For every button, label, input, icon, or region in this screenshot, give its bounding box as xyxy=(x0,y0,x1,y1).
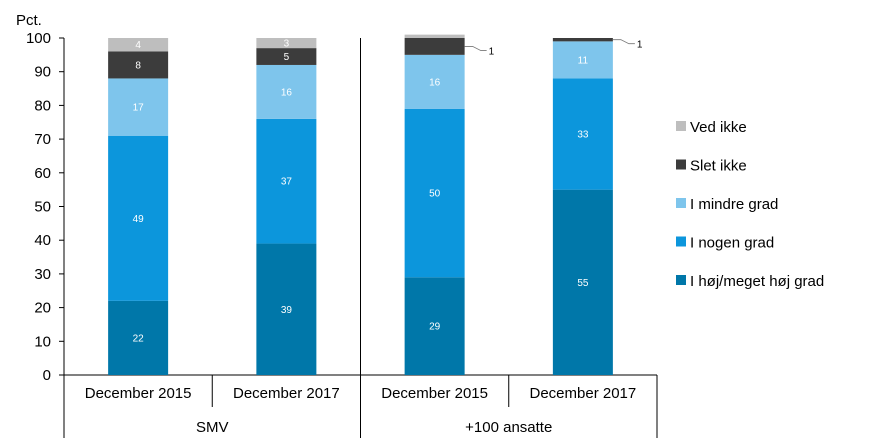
legend-item: I høj/meget høj grad xyxy=(676,273,824,290)
y-tick-label: 60 xyxy=(34,165,51,182)
data-label: 5 xyxy=(284,52,290,63)
bar-segment xyxy=(404,277,465,375)
data-label: 16 xyxy=(429,77,441,88)
legend: Ved ikke Slet ikke I mindre grad I nogen gr… xyxy=(676,119,824,290)
legend-swatch xyxy=(676,121,686,131)
legend-item: I mindre grad xyxy=(676,196,778,213)
data-label: 39 xyxy=(281,305,293,316)
legend-swatch xyxy=(676,159,686,170)
leader-line xyxy=(464,46,487,51)
y-tick-label: 30 xyxy=(34,266,51,283)
leader-line xyxy=(612,39,635,45)
bar-segment xyxy=(404,38,465,55)
bar-segment xyxy=(108,78,169,136)
legend-swatch xyxy=(676,198,686,208)
bar-segment xyxy=(552,38,613,42)
legend-label: I nogen grad xyxy=(690,235,774,252)
y-tick-label: 80 xyxy=(34,97,51,114)
x-category-label: December 2017 xyxy=(233,385,340,402)
y-tick-label: 10 xyxy=(34,333,51,350)
bar-segment xyxy=(404,108,465,278)
bar-segment xyxy=(256,64,317,119)
y-tick-label: 90 xyxy=(34,64,51,81)
data-label: 4 xyxy=(135,40,141,51)
y-tick-label: 40 xyxy=(34,232,51,249)
bar-segment xyxy=(256,38,317,49)
data-label: 33 xyxy=(577,130,589,141)
data-label: 17 xyxy=(133,103,145,114)
axes: 0 10 20 30 40 50 60 70 80 90 100 xyxy=(26,30,657,384)
x-axis: December 2015 December 2017 December 2015 D… xyxy=(63,375,658,438)
bar-segment xyxy=(256,48,317,65)
data-label: 22 xyxy=(133,333,145,344)
data-label: 37 xyxy=(281,177,293,188)
legend-item: Ved ikke xyxy=(676,119,747,136)
outside-data-label: 1 xyxy=(489,46,495,57)
x-category-label: December 2015 xyxy=(381,385,488,402)
bar-segment xyxy=(552,41,613,79)
bars xyxy=(108,34,613,375)
data-label: 3 xyxy=(284,39,290,50)
legend-swatch xyxy=(676,236,686,247)
legend-item: Slet ikke xyxy=(676,158,747,175)
legend-label: I mindre grad xyxy=(690,196,778,213)
y-tick-label: 0 xyxy=(43,367,51,384)
bar-segment xyxy=(552,189,613,375)
bar-segment xyxy=(108,300,169,375)
data-label: 49 xyxy=(133,214,145,225)
bar-segment xyxy=(256,243,317,375)
legend-label: Slet ikke xyxy=(690,158,747,175)
bar-segment xyxy=(256,118,317,244)
y-axis-unit-label: Pct. xyxy=(16,12,42,29)
legend-label: I høj/meget høj grad xyxy=(690,273,824,290)
data-label: 55 xyxy=(577,278,589,289)
y-tick-label: 50 xyxy=(34,199,51,216)
data-label: 11 xyxy=(578,55,589,66)
x-category-label: December 2017 xyxy=(530,385,637,402)
bar-segment xyxy=(108,135,169,301)
x-group-label: +100 ansatte xyxy=(465,419,552,436)
bar-segment xyxy=(404,54,465,109)
data-label: 8 xyxy=(135,60,141,71)
legend-swatch xyxy=(676,275,686,285)
y-tick-label: 70 xyxy=(34,131,51,148)
y-tick-label: 100 xyxy=(26,30,51,47)
bar-segment xyxy=(108,51,169,79)
outside-data-label: 1 xyxy=(637,40,643,51)
legend-item: I nogen grad xyxy=(676,235,774,252)
data-label: 16 xyxy=(281,87,293,98)
x-group-label: SMV xyxy=(196,419,229,436)
data-label: 29 xyxy=(429,322,441,333)
y-tick-label: 20 xyxy=(34,300,51,317)
bar-segment xyxy=(108,38,169,52)
data-label: 50 xyxy=(429,189,441,200)
x-category-label: December 2015 xyxy=(85,385,192,402)
bar-segment xyxy=(552,78,613,190)
bar-segment xyxy=(404,34,465,38)
legend-label: Ved ikke xyxy=(690,119,747,136)
